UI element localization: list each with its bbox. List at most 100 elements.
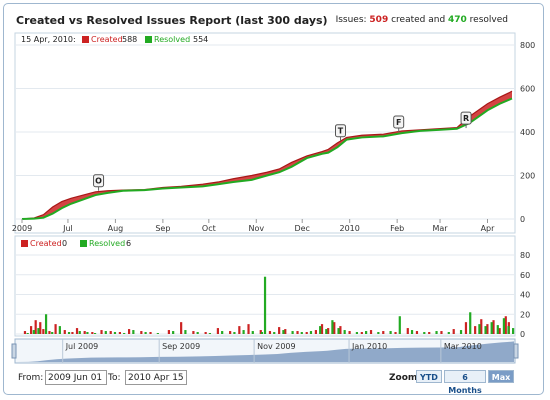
resolved-word: resolved	[466, 15, 508, 25]
bar-resolved	[389, 331, 392, 334]
legend-date: 15 Apr, 2010:	[21, 35, 76, 44]
bar-resolved	[337, 328, 340, 334]
navigator-labels: Jul 2009 Sep 2009 Nov 2009 Jan 2010 Mar 2010	[62, 339, 482, 363]
bar-created	[91, 332, 94, 334]
bar-created	[504, 316, 507, 334]
bar-resolved	[132, 330, 135, 334]
bar-resolved	[208, 333, 212, 334]
from-date-input[interactable]	[45, 370, 107, 385]
main-area-series	[21, 90, 513, 220]
bar-resolved	[355, 332, 359, 334]
flag-label: O	[95, 177, 102, 186]
bar-resolved	[26, 333, 29, 334]
navigator-label: Jan 2010	[351, 342, 387, 351]
bar-resolved	[300, 332, 303, 334]
bar-created	[109, 331, 112, 334]
bar-resolved	[343, 330, 346, 334]
bar-resolved	[251, 331, 254, 334]
bar-y-tick-label: 40	[520, 291, 530, 300]
bar-resolved	[44, 314, 48, 334]
bar-created	[296, 331, 299, 334]
bar-created	[247, 324, 250, 334]
bar-created	[127, 329, 131, 334]
bar-created	[34, 320, 37, 334]
bar-created	[305, 332, 308, 334]
bar-resolved	[282, 330, 285, 334]
navigator-area	[16, 341, 514, 362]
bar-created	[259, 330, 262, 334]
bar-created	[339, 326, 342, 334]
flag-box	[93, 174, 105, 188]
bar-created	[348, 331, 351, 334]
bar-created	[360, 332, 363, 334]
navigator-label: Nov 2009	[257, 342, 296, 351]
bar-resolved	[51, 332, 54, 334]
main-flags: O T F R	[93, 111, 472, 191]
bar-resolved	[507, 326, 510, 334]
main-x-tick-label: Feb	[390, 224, 404, 233]
main-x-tick-label: 2009	[12, 224, 32, 233]
main-y-tick-label: 400	[520, 128, 535, 137]
bar-resolved	[113, 332, 117, 334]
bar-resolved	[447, 332, 450, 334]
bar-created	[428, 332, 431, 334]
legend-resolved-swatch	[145, 36, 152, 43]
bar-resolved	[196, 332, 199, 334]
bar-created	[149, 332, 152, 334]
main-x-tick-label: Aug	[108, 224, 124, 233]
bar-created	[71, 332, 74, 334]
bar-resolved	[331, 320, 334, 334]
bar-created	[452, 329, 455, 334]
bar-created	[333, 322, 336, 334]
bar-created	[75, 328, 79, 334]
flag-box	[393, 115, 405, 129]
bar-resolved	[496, 325, 499, 334]
zoom-max-button[interactable]: Max	[488, 370, 514, 383]
flag-box	[460, 111, 472, 125]
main-x-axis: 2009 Jul Aug Sep Oct Nov Dec 2010 Feb Mar Apr	[12, 219, 495, 233]
resolved-count: 470	[448, 15, 467, 25]
bar-created	[63, 330, 66, 334]
bar-resolved	[32, 330, 35, 334]
bar-created	[100, 330, 103, 334]
bar-resolved	[260, 332, 264, 334]
bar-created	[83, 331, 86, 334]
main-x-tick-label: Mar	[432, 224, 448, 233]
main-y-tick-label: 600	[520, 85, 535, 94]
issues-prefix: Issues:	[335, 15, 370, 25]
bar-resolved	[398, 316, 401, 334]
flag-label: R	[463, 114, 469, 123]
bar-legend-resolved-swatch	[80, 240, 87, 247]
main-y-tick-label: 200	[520, 172, 535, 181]
flag-label: F	[396, 118, 401, 127]
flag-box	[335, 124, 346, 138]
bar-created	[278, 327, 281, 334]
navigator-right-handle[interactable]	[513, 343, 519, 359]
bottom-legend: Created 0 Resolved 6	[21, 239, 131, 248]
legend-created-swatch	[82, 36, 89, 43]
to-date-input[interactable]	[125, 370, 187, 385]
resolved-series-line	[21, 97, 513, 220]
zoom-label: Zoom:	[389, 373, 421, 383]
bar-resolved	[435, 331, 438, 334]
main-x-tick-label: Nov	[248, 224, 264, 233]
main-y-axis: 0 200 400 600 800	[520, 41, 535, 224]
navigator-left-handle[interactable]	[11, 343, 17, 359]
main-x-tick-label: Apr	[481, 224, 496, 233]
legend-resolved-label: Resolved	[154, 35, 190, 44]
bar-created	[284, 329, 287, 334]
bar-created	[54, 324, 57, 334]
bar-resolved	[221, 331, 224, 334]
main-x-tick-label: Dec	[294, 224, 309, 233]
zoom-ytd-button[interactable]: YTD	[416, 370, 442, 383]
zoom-6-months-button[interactable]: 6 Months	[444, 370, 486, 395]
bar-y-tick-label: 80	[520, 251, 530, 260]
navigator-label: Sep 2009	[162, 342, 200, 351]
bar-resolved	[273, 332, 276, 334]
legend-resolved-value: 554	[193, 35, 208, 44]
bar-resolved	[469, 312, 472, 334]
bar-resolved	[490, 322, 493, 334]
bar-resolved	[512, 328, 515, 334]
bar-created	[327, 328, 330, 334]
